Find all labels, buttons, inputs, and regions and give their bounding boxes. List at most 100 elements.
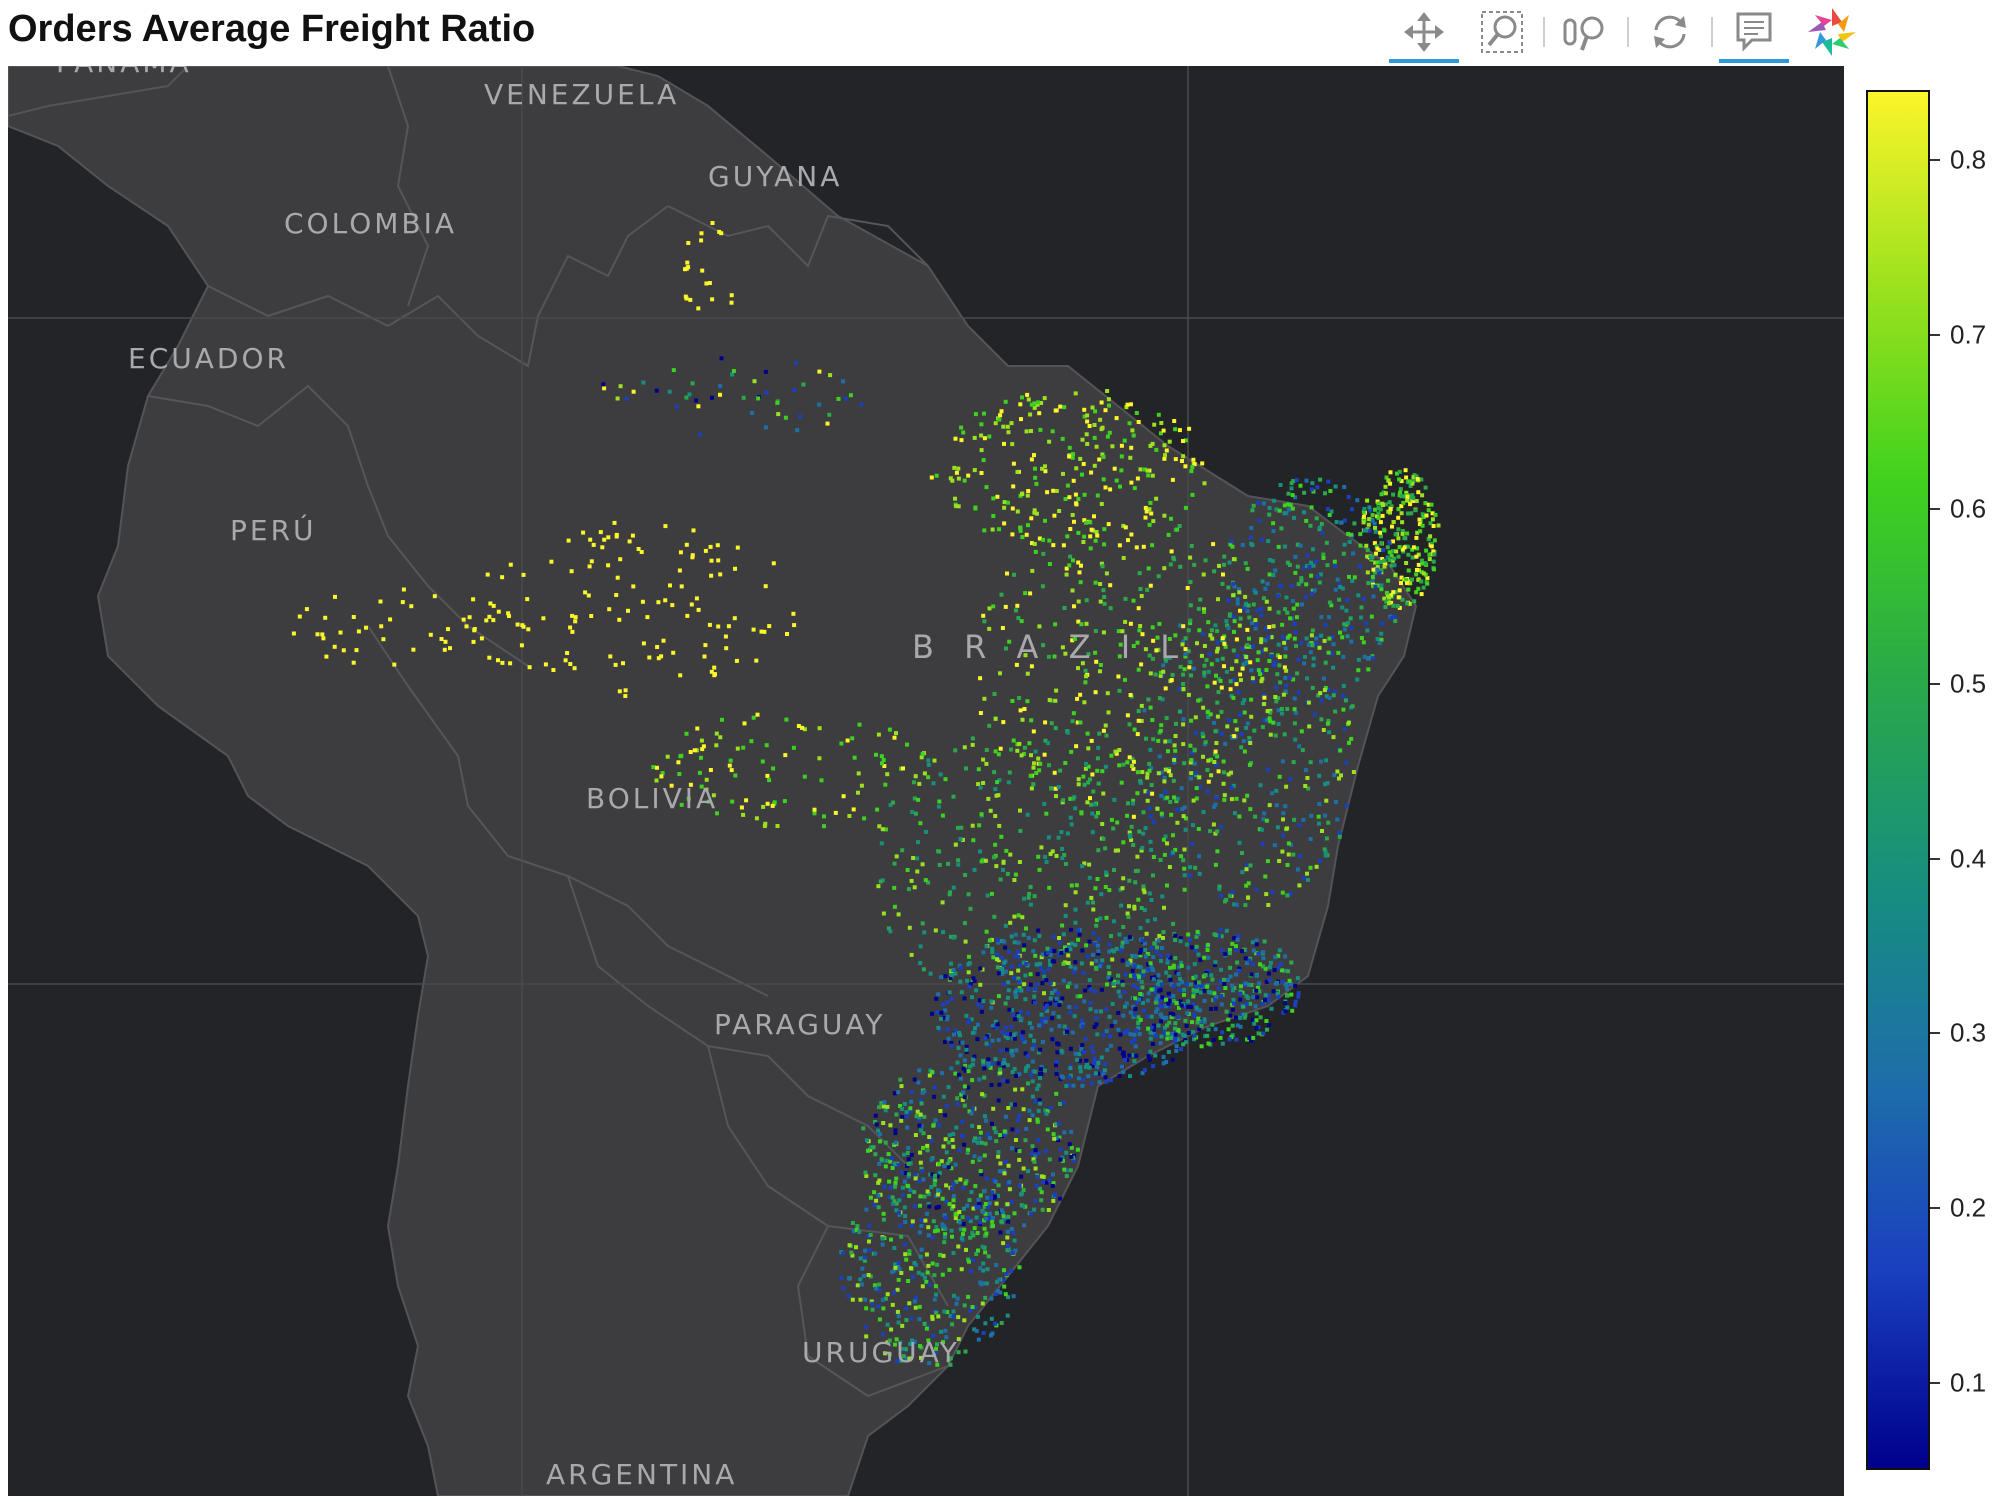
order-point <box>1224 897 1229 902</box>
order-point <box>1174 1001 1179 1005</box>
order-point <box>1273 955 1278 960</box>
order-point <box>1400 597 1405 602</box>
order-point <box>1141 831 1146 836</box>
order-point <box>959 825 964 830</box>
order-point <box>1019 988 1024 993</box>
order-point <box>1155 806 1160 811</box>
order-point <box>1395 471 1399 476</box>
order-point <box>1158 728 1163 733</box>
order-point <box>1376 583 1380 588</box>
order-point <box>949 1041 954 1045</box>
order-point <box>1127 904 1131 909</box>
order-point <box>1009 934 1014 939</box>
order-point <box>1019 1174 1024 1179</box>
order-point <box>692 748 697 753</box>
order-point <box>1384 590 1389 595</box>
order-point <box>1285 1005 1290 1010</box>
order-point <box>1194 1005 1199 1010</box>
order-point <box>1414 535 1419 540</box>
order-point <box>1054 1063 1058 1068</box>
colorbar-tick <box>1930 333 1940 336</box>
order-point <box>1159 958 1163 963</box>
order-point <box>1124 1001 1129 1006</box>
map-canvas[interactable]: PANAMA VENEZUELA GUYANA COLOMBIA ECUADOR… <box>8 66 1844 1496</box>
order-point <box>1078 720 1083 725</box>
order-point <box>1212 804 1217 809</box>
order-point <box>1129 1039 1134 1044</box>
order-point <box>1019 1192 1023 1197</box>
order-point <box>726 624 731 629</box>
order-point <box>1030 1079 1035 1084</box>
order-point <box>1143 948 1147 952</box>
order-point <box>970 1305 975 1309</box>
order-point <box>1139 719 1144 723</box>
order-point <box>1200 461 1205 466</box>
order-point <box>1013 872 1018 877</box>
order-point <box>1182 667 1187 672</box>
order-point <box>1288 675 1293 680</box>
order-point <box>765 773 770 778</box>
order-point <box>639 550 644 554</box>
order-point <box>1054 688 1059 693</box>
order-point <box>1184 1023 1189 1028</box>
order-point <box>1132 486 1137 491</box>
order-point <box>1415 530 1420 535</box>
order-point <box>783 753 788 758</box>
order-point <box>1118 1032 1123 1037</box>
box-zoom-tool-button[interactable] <box>1463 1 1541 63</box>
order-point <box>689 602 694 607</box>
order-point <box>947 1158 952 1163</box>
order-point <box>1076 937 1081 942</box>
hover-tool-button[interactable] <box>1715 1 1793 63</box>
order-point <box>1341 707 1346 712</box>
order-point <box>1171 778 1176 783</box>
bokeh-logo-link[interactable] <box>1793 1 1871 63</box>
order-point <box>907 1249 912 1254</box>
order-point <box>1094 530 1099 534</box>
order-point <box>1034 511 1039 516</box>
wheel-zoom-tool-button[interactable] <box>1547 1 1625 63</box>
order-point <box>1118 887 1123 892</box>
order-point <box>1383 605 1388 609</box>
order-point <box>1216 597 1220 602</box>
order-point <box>939 1010 944 1015</box>
order-point <box>1006 1295 1010 1300</box>
order-point <box>1136 667 1141 672</box>
order-point <box>800 725 805 730</box>
order-point <box>699 231 704 236</box>
order-point <box>1002 1216 1007 1221</box>
order-point <box>1251 644 1256 649</box>
order-point <box>1403 468 1408 473</box>
order-point <box>1096 781 1101 786</box>
order-point <box>963 939 968 944</box>
order-point <box>1184 1040 1189 1045</box>
order-point <box>1154 997 1159 1002</box>
order-point <box>990 946 995 951</box>
order-point <box>1125 1058 1130 1062</box>
order-point <box>784 717 789 722</box>
order-point <box>716 558 721 563</box>
pan-tool-button[interactable] <box>1385 1 1463 63</box>
order-point <box>1103 1075 1108 1080</box>
order-point <box>1406 568 1411 573</box>
order-point <box>1237 623 1242 628</box>
order-point <box>1192 962 1197 967</box>
order-point <box>996 1154 1001 1159</box>
order-point <box>1256 952 1261 956</box>
order-point <box>1379 568 1384 573</box>
order-point <box>1231 678 1236 682</box>
order-point <box>1355 498 1360 503</box>
order-point <box>1404 581 1409 586</box>
order-point <box>878 879 883 884</box>
reset-tool-button[interactable] <box>1631 1 1709 63</box>
order-point <box>1152 422 1157 427</box>
order-point <box>1329 651 1334 656</box>
order-point <box>940 1272 945 1277</box>
order-point <box>940 900 945 905</box>
order-point <box>868 1147 873 1152</box>
order-point <box>1258 962 1262 967</box>
order-point <box>1005 571 1009 576</box>
order-point <box>1265 709 1270 714</box>
order-point <box>1175 820 1180 825</box>
order-point <box>1150 625 1155 630</box>
